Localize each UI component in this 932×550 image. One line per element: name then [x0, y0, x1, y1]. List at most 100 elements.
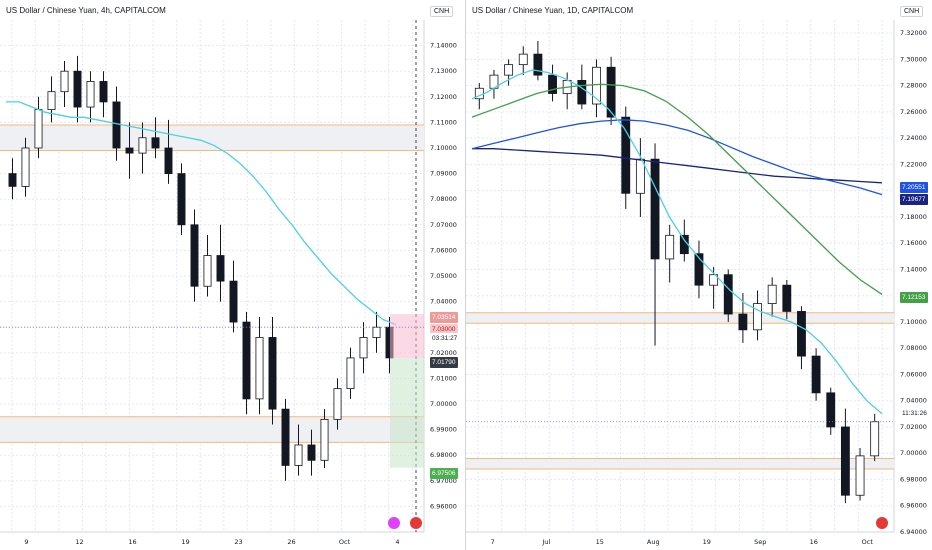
candle-body	[34, 109, 43, 149]
x-tick-label: 23	[234, 538, 242, 546]
y-tick-label: 7.32000	[900, 29, 927, 37]
y-tick-label: 7.08000	[900, 344, 927, 352]
lightning-icon[interactable]	[388, 517, 400, 529]
y-tick-label: 7.10000	[430, 144, 457, 152]
y-tick-label: 6.96000	[900, 502, 927, 510]
candle-body	[359, 337, 368, 359]
candle-body	[112, 101, 121, 149]
x-tick-label: Sep	[754, 538, 766, 546]
us-flag-icon[interactable]	[410, 517, 422, 529]
chart-panel-1d[interactable]: 7.32000 7.30000 7.28000 7.26000 7.24000 7.220…	[466, 0, 932, 550]
chart-panel-4h[interactable]: 7.14000 7.13000 7.12000 7.11000 7.10000 7.090…	[0, 0, 466, 550]
chart-title: US Dollar / Chinese Yuan, 4h, CAPITALCOM	[6, 6, 166, 15]
candle-body	[268, 337, 277, 410]
candle-body	[870, 421, 880, 457]
candle-body	[797, 311, 806, 357]
y-tick-label: 7.10000	[900, 318, 927, 326]
candle-body	[577, 79, 587, 105]
us-flag-icon[interactable]	[876, 517, 888, 529]
price-badge-pink: 7.03000	[430, 324, 458, 335]
candle-body	[86, 81, 95, 108]
candle-body	[138, 137, 147, 154]
chart-4h-canvas[interactable]: 7.14000 7.13000 7.12000 7.11000 7.10000 7.090…	[0, 0, 466, 550]
y-tick-label: 7.12000	[430, 93, 457, 101]
x-tick-label: 7	[491, 538, 495, 546]
candle-body	[190, 224, 199, 287]
y-tick-label: 7.26000	[900, 108, 927, 116]
candle-body	[650, 158, 660, 260]
y-tick-label: 7.02000	[900, 423, 927, 431]
x-tick-label: 16	[128, 538, 136, 546]
y-tick-label: 7.09000	[430, 170, 457, 178]
price-badge-green: 6.97506	[430, 468, 458, 479]
y-tick-label: 7.18000	[900, 213, 927, 221]
candle-body	[333, 388, 342, 420]
ma-100-line	[471, 119, 883, 196]
candle-body	[826, 392, 836, 428]
candle-body	[738, 313, 748, 331]
candle-body	[320, 418, 329, 461]
y-tick-label: 7.00000	[430, 400, 457, 408]
symbol-label[interactable]: CNH	[430, 6, 454, 17]
price-badge-green: 7.12153	[900, 292, 928, 303]
candle-body	[592, 66, 601, 105]
candle-body	[694, 253, 704, 286]
countdown-badge: 11:31:26	[900, 408, 929, 419]
candle-body	[281, 408, 290, 466]
candle-body	[767, 284, 777, 304]
candle-body	[177, 173, 186, 226]
x-tick-label: 4	[395, 538, 399, 546]
y-tick-label: 7.28000	[900, 82, 927, 90]
candle-body	[709, 274, 719, 286]
y-tick-label: 6.96000	[430, 502, 457, 510]
candle-body	[665, 234, 675, 260]
candle-body	[346, 357, 355, 390]
y-tick-label: 7.14000	[900, 265, 927, 273]
ma-50-line	[471, 83, 883, 295]
candle-body	[216, 255, 225, 282]
candle-body	[621, 116, 631, 194]
ma-200-line	[472, 148, 883, 184]
candle-body	[164, 147, 173, 175]
x-tick-label: 19	[703, 538, 711, 546]
support-zone	[466, 312, 894, 324]
candle-body	[203, 255, 212, 287]
y-tick-label: 6.98000	[430, 451, 457, 459]
support-zone	[466, 458, 894, 469]
chart-1d-canvas[interactable]: 7.32000 7.30000 7.28000 7.26000 7.24000 7.220…	[466, 0, 932, 550]
y-tick-label: 7.14000	[430, 42, 457, 50]
x-tick-label: 26	[287, 538, 295, 546]
chart-title: US Dollar / Chinese Yuan, 1D, CAPITALCOM	[472, 6, 634, 15]
y-tick-label: 7.30000	[900, 55, 927, 63]
candle-body	[840, 426, 850, 496]
y-tick-label: 7.08000	[430, 195, 457, 203]
y-tick-label: 7.24000	[900, 134, 927, 142]
symbol-label[interactable]: CNH	[900, 6, 924, 17]
candle-body	[372, 326, 381, 338]
candle-body	[294, 444, 303, 466]
y-tick-label: 7.11000	[430, 118, 457, 126]
candle-body	[518, 53, 528, 66]
price-badge-blue: 7.20551	[900, 182, 928, 193]
candle-body	[255, 337, 264, 400]
x-tick-label: 19	[181, 538, 189, 546]
x-tick-label: 15	[596, 538, 604, 546]
y-tick-label: 7.16000	[900, 239, 927, 247]
candle-body	[8, 173, 17, 187]
candle-body	[151, 137, 160, 149]
candle-body	[21, 147, 30, 187]
candle-body	[73, 70, 82, 108]
candle-body	[606, 66, 616, 118]
x-tick-label: Oct	[339, 538, 351, 546]
candle-body	[782, 284, 792, 312]
candle-body	[47, 91, 56, 111]
price-badge-navy: 7.19677	[900, 194, 928, 205]
y-tick-label: 7.13000	[430, 67, 457, 75]
candle-body	[99, 81, 108, 103]
y-tick-label: 6.97000	[430, 477, 457, 485]
take-profit-box	[390, 358, 424, 468]
y-tick-label: 7.07000	[430, 221, 457, 229]
x-tick-label: Jul	[541, 538, 550, 546]
y-tick-label: 7.06000	[430, 246, 457, 254]
support-zone	[0, 416, 424, 443]
